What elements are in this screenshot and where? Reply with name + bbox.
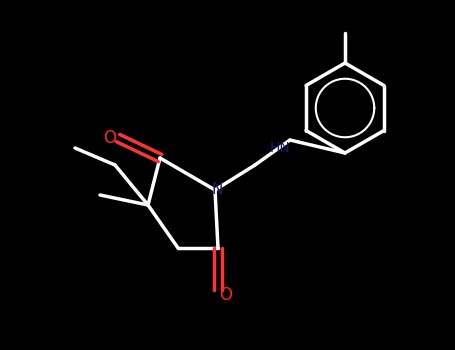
Text: N: N	[211, 182, 222, 197]
Text: O: O	[219, 286, 233, 304]
Text: HN: HN	[270, 141, 290, 155]
Text: O: O	[103, 129, 116, 147]
